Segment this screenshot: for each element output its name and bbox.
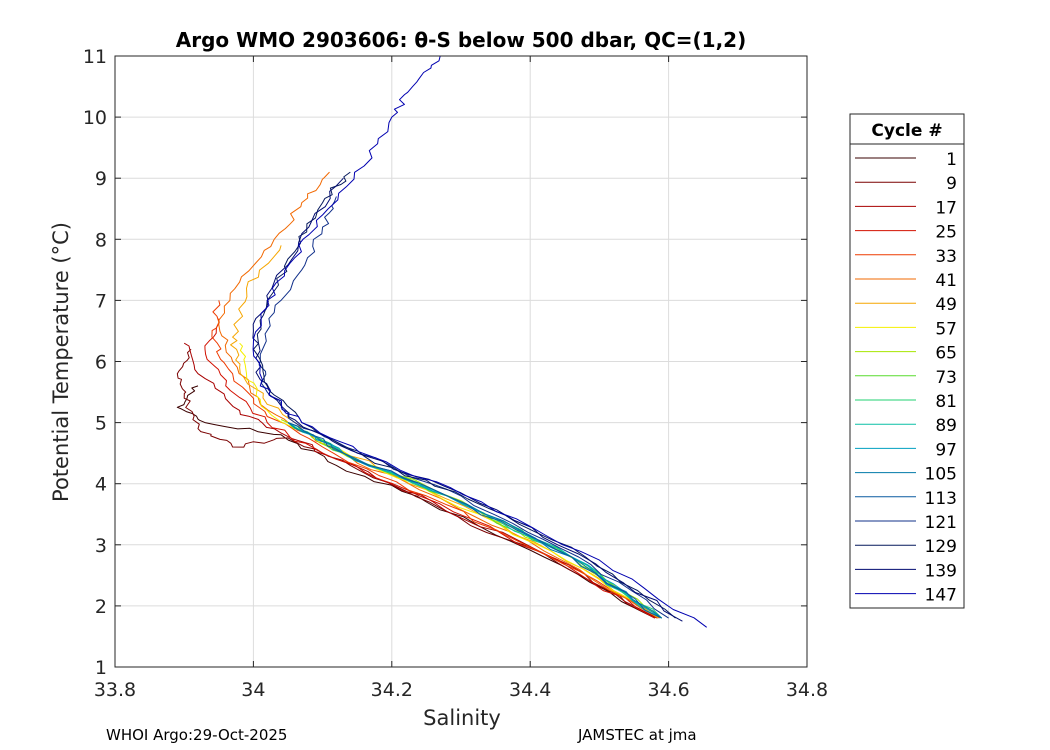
legend-label-105: 105 — [925, 465, 957, 485]
y-tick-label: 2 — [95, 596, 107, 618]
legend-box — [849, 113, 965, 609]
x-tick-label: 34.6 — [647, 679, 689, 701]
legend-label-147: 147 — [925, 586, 957, 606]
legend-label-57: 57 — [935, 319, 957, 339]
y-tick-label: 6 — [95, 352, 107, 374]
series-line-113 — [287, 422, 662, 619]
legend-label-73: 73 — [935, 368, 957, 388]
series-line-1 — [176, 385, 656, 619]
legend-label-97: 97 — [935, 440, 957, 460]
series-line-147 — [252, 55, 707, 628]
y-tick-label: 9 — [95, 168, 107, 190]
legend-label-65: 65 — [935, 344, 957, 364]
legend-title: Cycle # — [871, 121, 942, 141]
series-line-49 — [230, 245, 659, 619]
y-axis-label: Potential Temperature (°C) — [49, 222, 73, 502]
series-group — [176, 55, 707, 628]
legend-label-33: 33 — [935, 247, 957, 267]
series-line-121 — [258, 196, 669, 619]
x-tick-label: 34.4 — [509, 679, 551, 701]
y-tick-label: 4 — [95, 474, 107, 496]
series-line-33 — [211, 300, 660, 619]
legend-label-139: 139 — [925, 561, 957, 581]
footer-credit: JAMSTEC at jma — [578, 726, 697, 744]
y-tick-label: 7 — [95, 290, 107, 312]
series-line-9 — [176, 348, 659, 619]
legend-label-129: 129 — [925, 537, 957, 557]
legend-entries: 1 9 17 25 33 41 49 57 65 73 81 89 97 105 113 121 129 139 1… — [855, 150, 957, 606]
legend-label-89: 89 — [935, 416, 957, 436]
footer-source: WHOI Argo:29-Oct-2025 — [106, 726, 288, 744]
chart-title: Argo WMO 2903606: θ-S below 500 dbar, QC… — [176, 28, 746, 52]
y-tick-label: 3 — [95, 535, 107, 557]
x-tick-label: 34.2 — [371, 679, 413, 701]
legend-label-81: 81 — [935, 392, 957, 412]
legend-label-1: 1 — [946, 150, 957, 170]
legend-label-113: 113 — [925, 489, 957, 509]
x-tick-label: 33.8 — [94, 679, 136, 701]
x-tick-label: 34 — [241, 679, 265, 701]
series-line-41 — [218, 171, 659, 619]
x-axis-label: Salinity — [423, 706, 501, 730]
legend-label-41: 41 — [935, 271, 957, 291]
legend-label-121: 121 — [925, 513, 957, 533]
legend-label-9: 9 — [946, 174, 957, 194]
x-tick-label: 34.8 — [786, 679, 828, 701]
legend-label-17: 17 — [935, 198, 957, 218]
legend: Cycle # 1 9 17 25 33 41 49 57 65 73 81 89 97 105 113 12… — [849, 113, 965, 609]
legend-label-25: 25 — [935, 223, 957, 243]
y-tick-label: 10 — [83, 107, 107, 129]
y-tick-label: 1 — [95, 657, 107, 679]
y-tick-label: 5 — [95, 413, 107, 435]
series-line-25 — [204, 318, 656, 619]
y-tick-label: 8 — [95, 229, 107, 251]
y-tick-label: 11 — [83, 46, 107, 68]
legend-label-49: 49 — [935, 295, 957, 315]
